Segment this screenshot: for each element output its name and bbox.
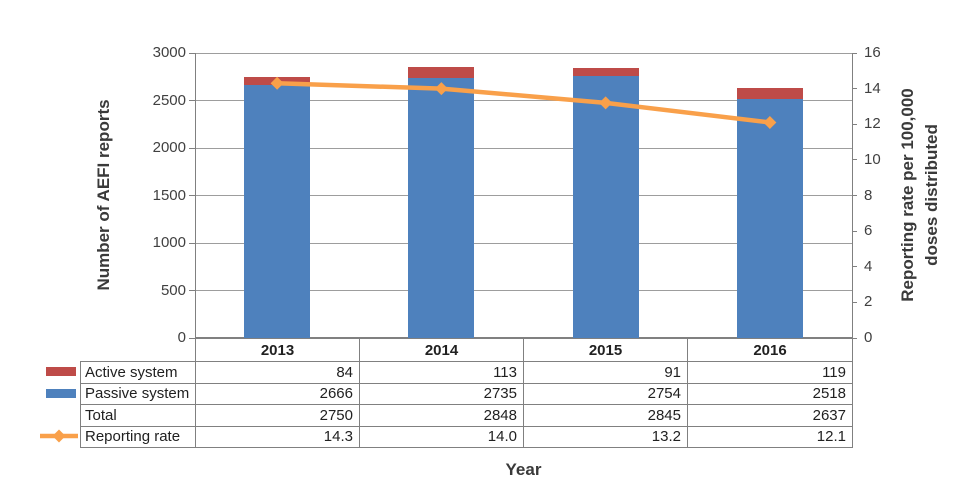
left-axis-tick xyxy=(189,147,195,149)
gridline xyxy=(195,195,852,196)
gridline xyxy=(195,147,852,149)
right-axis-tick xyxy=(852,230,857,232)
left-axis-tick-label: 500 xyxy=(160,281,186,299)
value-cell: 91 xyxy=(523,361,688,384)
value-cell: 14.3 xyxy=(195,425,360,448)
right-axis-tick xyxy=(852,195,857,196)
value-cell: 2848 xyxy=(359,404,524,427)
row-label-cell: Active system xyxy=(80,361,196,384)
right-axis-tick-label: 16 xyxy=(864,44,881,61)
left-axis-tick-label: 0 xyxy=(177,329,186,346)
table-row-passive-system: Passive system 2666 2735 2754 2518 xyxy=(80,382,853,405)
left-axis-tick xyxy=(189,100,195,101)
value-cell: 2754 xyxy=(523,382,688,405)
bar-segment-passive-system-2016 xyxy=(736,98,803,338)
gridline xyxy=(195,52,852,54)
left-axis-tick xyxy=(189,290,195,291)
gridline xyxy=(195,290,852,291)
right-axis-tick xyxy=(852,266,857,268)
year-header-cell: 2013 xyxy=(195,338,360,362)
right-axis-tick xyxy=(852,123,857,125)
value-cell: 2735 xyxy=(359,382,524,405)
left-axis-tick-label: 1500 xyxy=(152,186,186,204)
bar-segment-passive-system-2014 xyxy=(408,78,475,338)
x-axis-label: Year xyxy=(505,460,542,479)
right-axis-tick-label: 0 xyxy=(864,329,873,346)
left-axis-line xyxy=(195,53,196,338)
table-row-reporting-rate: Reporting rate 14.3 14.0 13.2 12.1 xyxy=(80,425,853,448)
left-axis-tick xyxy=(189,337,195,339)
right-axis-tick-label: 2 xyxy=(864,293,873,311)
bar-segment-active-system-2015 xyxy=(572,67,639,77)
year-header-cell: 2015 xyxy=(523,338,688,362)
bar-segment-active-system-2016 xyxy=(736,87,803,99)
value-cell: 84 xyxy=(195,361,360,384)
legend-key-reporting-rate xyxy=(40,429,78,443)
right-axis-tick-label: 14 xyxy=(864,79,881,97)
x-axis-line xyxy=(195,337,852,338)
right-axis-title-line-1: Reporting rate per 100,000 xyxy=(898,88,917,302)
value-cell: 113 xyxy=(359,361,524,384)
left-axis-tick xyxy=(189,242,195,244)
row-label-cell: Passive system xyxy=(80,382,196,405)
right-axis-tick xyxy=(852,52,857,54)
right-axis-tick xyxy=(852,337,857,339)
bar-segment-passive-system-2013 xyxy=(244,84,311,338)
left-axis-tick-label: 2000 xyxy=(152,139,186,156)
table-row-total: Total 2750 2848 2845 2637 xyxy=(80,404,853,427)
left-axis-tick xyxy=(189,52,195,54)
left-axis-tick xyxy=(189,195,195,196)
bar-segment-active-system-2014 xyxy=(408,67,475,79)
left-axis-title: Number of AEFI reports xyxy=(94,99,113,291)
table-header-row: 2013 2014 2015 2016 xyxy=(81,338,853,362)
right-axis-tick xyxy=(852,88,857,90)
left-axis-tick-label: 2500 xyxy=(152,91,186,109)
legend-key-passive-system xyxy=(46,388,76,398)
row-label-cell: Total xyxy=(80,404,196,427)
data-table: 2013 2014 2015 2016 Active system 84 113 91 119 P… xyxy=(80,338,853,448)
value-cell: 13.2 xyxy=(523,425,688,448)
value-cell: 119 xyxy=(687,361,853,384)
value-cell: 12.1 xyxy=(687,425,853,448)
right-axis-tick-label: 12 xyxy=(864,115,881,133)
left-axis-tick-label: 1000 xyxy=(152,234,186,251)
right-axis-tick-label: 6 xyxy=(864,222,873,240)
year-header-cell: 2016 xyxy=(687,338,853,362)
gridline xyxy=(195,242,852,244)
table-row-active-system: Active system 84 113 91 119 xyxy=(80,361,853,384)
value-cell: 2845 xyxy=(523,404,688,427)
value-cell: 2750 xyxy=(195,404,360,427)
right-axis-tick-label: 4 xyxy=(864,257,873,275)
value-cell: 2666 xyxy=(195,382,360,405)
bar-segment-passive-system-2015 xyxy=(572,76,639,338)
year-header-cell: 2014 xyxy=(359,338,524,362)
right-axis-tick-label: 8 xyxy=(864,186,873,204)
reporting-rate-line xyxy=(270,76,777,129)
row-label-cell: Reporting rate xyxy=(80,425,196,448)
right-axis-tick-label: 10 xyxy=(864,150,881,168)
legend-key-active-system xyxy=(46,367,76,377)
right-axis-tick xyxy=(852,301,857,303)
value-cell: 14.0 xyxy=(359,425,524,448)
right-axis-tick xyxy=(852,159,857,161)
value-cell: 2518 xyxy=(687,382,853,405)
plot-area xyxy=(195,52,852,339)
right-axis-title-line-2: doses distributed xyxy=(922,124,941,266)
left-axis-tick-label: 3000 xyxy=(152,44,186,61)
gridline xyxy=(195,100,852,101)
value-cell: 2637 xyxy=(687,404,853,427)
